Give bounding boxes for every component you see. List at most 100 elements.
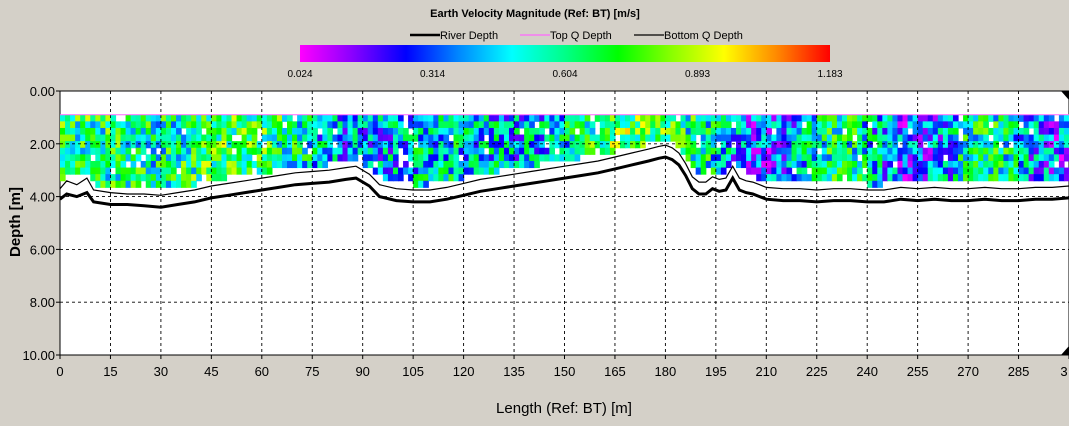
velocity-cell bbox=[988, 174, 994, 182]
velocity-cell bbox=[488, 121, 495, 129]
velocity-cell bbox=[443, 141, 450, 149]
velocity-cell bbox=[135, 154, 142, 162]
velocity-cell bbox=[468, 121, 475, 129]
velocity-cell bbox=[125, 127, 132, 136]
velocity-cell bbox=[1028, 134, 1035, 142]
velocity-cell bbox=[811, 141, 818, 149]
velocity-cell bbox=[826, 147, 833, 155]
velocity-cell bbox=[524, 134, 530, 142]
velocity-cell bbox=[362, 127, 369, 136]
velocity-cell bbox=[120, 174, 127, 182]
velocity-cell bbox=[221, 114, 228, 122]
velocity-cell bbox=[170, 134, 177, 142]
velocity-cell bbox=[130, 134, 137, 142]
velocity-cell bbox=[897, 121, 904, 129]
velocity-cell bbox=[241, 154, 248, 162]
colorbar-tick-label: 0.314 bbox=[420, 69, 445, 80]
velocity-cell bbox=[357, 147, 364, 155]
velocity-cell bbox=[423, 160, 429, 169]
velocity-cell bbox=[196, 134, 202, 142]
velocity-cell bbox=[831, 114, 838, 122]
velocity-cell bbox=[963, 114, 969, 122]
velocity-cell bbox=[498, 114, 505, 122]
velocity-cell bbox=[761, 147, 767, 155]
velocity-cell bbox=[493, 147, 500, 155]
velocity-cell bbox=[756, 167, 762, 175]
velocity-cell bbox=[675, 127, 682, 136]
velocity-cell bbox=[872, 154, 878, 162]
velocity-cell bbox=[423, 127, 429, 136]
velocity-cell bbox=[251, 114, 258, 122]
velocity-cell bbox=[130, 127, 137, 136]
velocity-cell bbox=[630, 114, 636, 122]
velocity-cell bbox=[811, 147, 818, 155]
velocity-cell bbox=[730, 154, 737, 162]
velocity-cell bbox=[1038, 134, 1045, 142]
velocity-cell bbox=[100, 127, 107, 136]
velocity-cell bbox=[852, 160, 858, 169]
velocity-cell bbox=[398, 114, 404, 122]
velocity-cell bbox=[160, 180, 167, 188]
velocity-cell bbox=[811, 121, 818, 129]
velocity-cell bbox=[922, 127, 929, 136]
velocity-cell bbox=[216, 160, 223, 169]
velocity-cell bbox=[266, 167, 273, 175]
velocity-cell bbox=[907, 167, 914, 175]
velocity-cell bbox=[110, 180, 117, 188]
velocity-cell bbox=[549, 134, 556, 142]
velocity-cell bbox=[725, 141, 732, 149]
velocity-cell bbox=[746, 114, 752, 122]
velocity-cell bbox=[988, 160, 994, 169]
velocity-cell bbox=[337, 134, 344, 142]
velocity-cell bbox=[952, 154, 959, 162]
velocity-cell bbox=[297, 121, 303, 129]
velocity-cell bbox=[155, 134, 162, 142]
velocity-cell bbox=[725, 147, 732, 155]
velocity-cell bbox=[1018, 174, 1025, 182]
bottom-right-marker bbox=[1061, 346, 1069, 355]
velocity-cell bbox=[317, 134, 323, 142]
velocity-cell bbox=[145, 121, 152, 129]
velocity-cell bbox=[251, 127, 258, 136]
velocity-cell bbox=[594, 114, 601, 122]
velocity-cell bbox=[958, 121, 964, 129]
velocity-cell bbox=[322, 114, 328, 122]
velocity-cell bbox=[983, 114, 989, 122]
velocity-cell bbox=[862, 174, 868, 182]
velocity-cell bbox=[165, 134, 172, 142]
x-tick-label: 255 bbox=[907, 364, 929, 379]
velocity-cell bbox=[821, 174, 828, 182]
velocity-cell bbox=[922, 154, 929, 162]
velocity-cell bbox=[155, 174, 162, 182]
velocity-cell bbox=[922, 147, 929, 155]
velocity-cell bbox=[287, 114, 293, 122]
velocity-cell bbox=[140, 141, 147, 149]
velocity-cell bbox=[524, 160, 530, 169]
velocity-cell bbox=[155, 141, 162, 149]
velocity-cell bbox=[261, 127, 268, 136]
velocity-cell bbox=[841, 160, 848, 169]
velocity-cell bbox=[125, 141, 132, 149]
velocity-cell bbox=[90, 147, 96, 155]
velocity-cell bbox=[947, 127, 954, 136]
velocity-cell bbox=[690, 154, 697, 162]
velocity-cell bbox=[181, 167, 187, 175]
velocity-cell bbox=[1013, 174, 1020, 182]
velocity-cell bbox=[549, 154, 556, 162]
velocity-cell bbox=[907, 174, 914, 182]
velocity-cell bbox=[105, 174, 112, 182]
velocity-cell bbox=[392, 121, 399, 129]
velocity-cell bbox=[120, 154, 127, 162]
velocity-cell bbox=[287, 141, 293, 149]
velocity-cell bbox=[428, 114, 434, 122]
velocity-cell bbox=[741, 147, 747, 155]
legend-label: River Depth bbox=[440, 30, 498, 42]
velocity-cell bbox=[382, 167, 389, 175]
x-tick-label: 150 bbox=[554, 364, 576, 379]
velocity-cell bbox=[973, 174, 979, 182]
velocity-cell bbox=[720, 141, 727, 149]
velocity-cell bbox=[892, 134, 899, 142]
velocity-cell bbox=[1003, 141, 1010, 149]
velocity-cell bbox=[574, 121, 581, 129]
velocity-cell bbox=[226, 147, 233, 155]
